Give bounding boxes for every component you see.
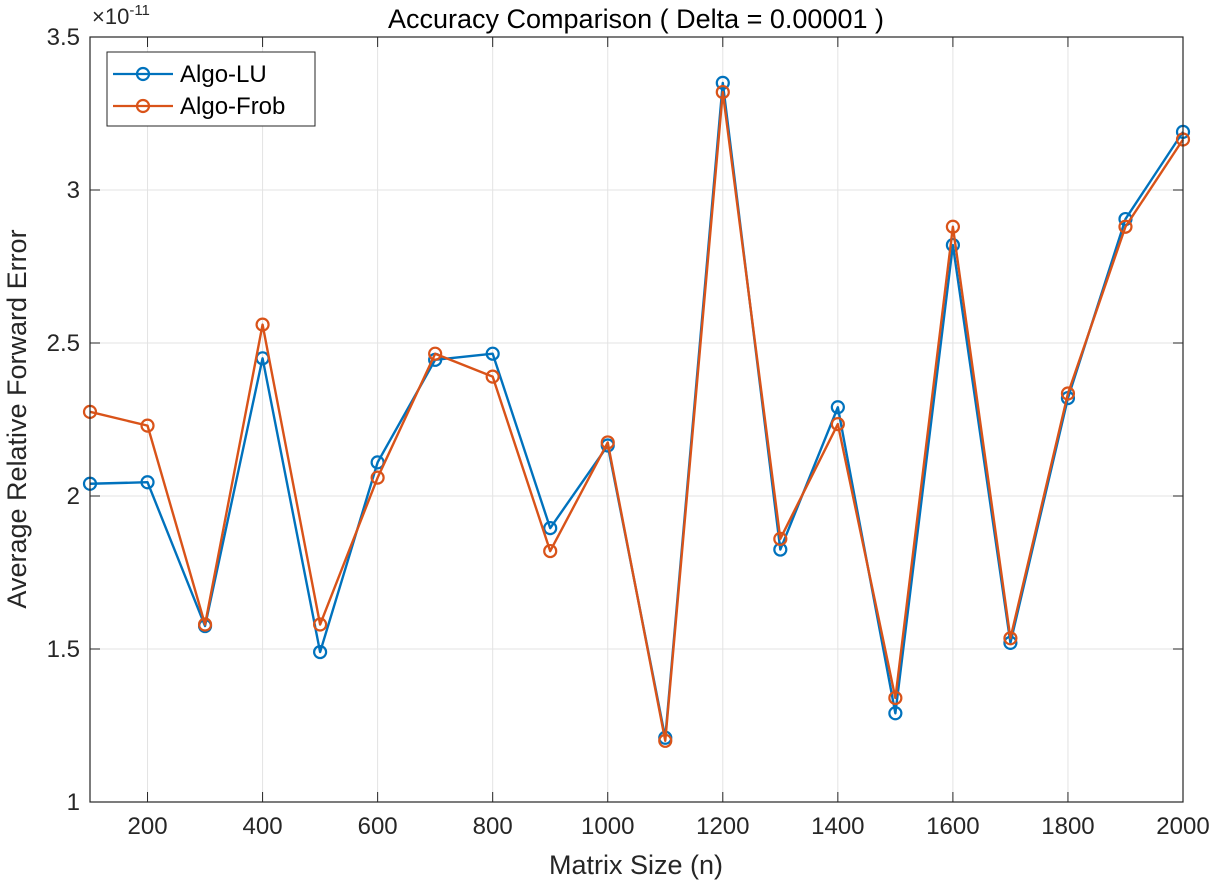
x-tick-label: 600 <box>358 813 398 840</box>
data-point <box>888 706 903 721</box>
x-axis-label: Matrix Size (n) <box>549 850 723 880</box>
x-tick-label: 1200 <box>696 813 749 840</box>
data-point <box>773 542 788 557</box>
legend-marker-frob <box>135 98 151 114</box>
y-tick-label: 2 <box>67 483 80 510</box>
data-point <box>1118 219 1133 234</box>
plot-frame <box>89 36 1184 803</box>
y-tick-label: 1.5 <box>47 636 80 663</box>
data-point <box>715 84 730 100</box>
x-tick-label: 800 <box>473 813 513 840</box>
data-point <box>773 531 788 546</box>
data-point <box>1003 631 1018 646</box>
y-tick-label: 3 <box>67 177 80 204</box>
y-exponent-power: -11 <box>129 2 150 19</box>
series-line <box>89 90 1185 742</box>
data-point <box>485 369 500 384</box>
series-layer <box>82 75 1191 748</box>
y-exponent: ×10-11 <box>92 2 150 29</box>
y-exponent-base: ×10 <box>92 4 129 29</box>
data-point <box>830 416 845 432</box>
x-tick-label: 400 <box>243 813 283 840</box>
x-tick-label: 2000 <box>1156 813 1209 840</box>
data-point <box>313 617 328 632</box>
legend-label-lu: Algo-LU <box>180 61 267 88</box>
legend-label-frob: Algo-Frob <box>180 93 285 120</box>
data-point <box>255 317 270 332</box>
tick-labels: 200 400 600 800 1000 1200 1400 1600 1800 2000 1 1.5… <box>47 24 1210 840</box>
data-point <box>888 690 903 706</box>
plot-background <box>90 37 1183 802</box>
data-point <box>428 346 443 361</box>
data-point <box>658 733 673 748</box>
data-point <box>485 346 500 361</box>
series-algo-frob <box>82 84 1191 748</box>
y-tick-label: 2.5 <box>47 330 80 357</box>
data-point <box>600 435 615 450</box>
legend: Algo-LU Algo-Frob <box>106 51 316 127</box>
data-point <box>370 470 385 485</box>
x-tick-label: 1400 <box>811 813 864 840</box>
y-axis-label: Average Relative Forward Error <box>2 229 32 608</box>
x-tick-label: 1000 <box>581 813 634 840</box>
y-tick-label: 3.5 <box>47 24 80 51</box>
x-tick-label: 1800 <box>1041 813 1094 840</box>
data-point <box>197 617 213 632</box>
data-point <box>830 400 845 415</box>
data-point <box>543 521 558 536</box>
chart-title: Accuracy Comparison ( Delta = 0.00001 ) <box>388 4 884 34</box>
x-tick-label: 200 <box>128 813 168 840</box>
data-point <box>945 237 960 253</box>
data-point <box>715 75 730 91</box>
legend-marker-lu <box>135 66 151 82</box>
data-point <box>1060 386 1076 401</box>
data-point <box>140 475 155 490</box>
data-point <box>313 644 328 660</box>
data-point <box>543 543 558 559</box>
ticks <box>90 36 1184 803</box>
x-tick-label: 1600 <box>926 813 979 840</box>
y-tick-label: 1 <box>67 789 80 816</box>
legend-box <box>106 51 316 127</box>
data-point <box>945 219 960 234</box>
data-point <box>140 418 155 433</box>
